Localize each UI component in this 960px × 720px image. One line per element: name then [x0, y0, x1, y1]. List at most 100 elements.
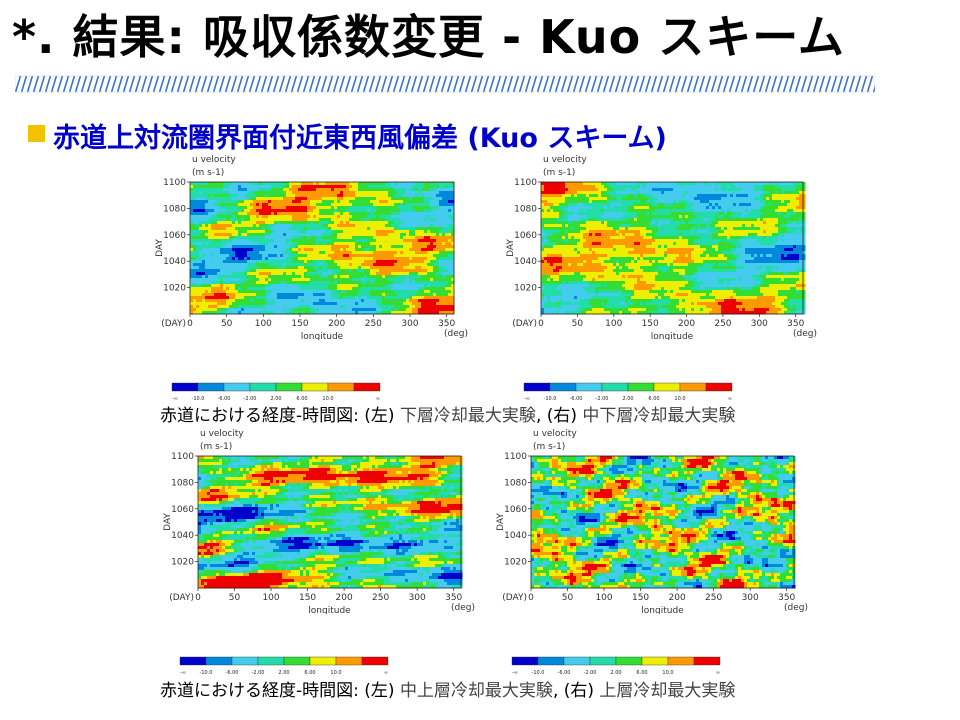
y-tick-label: 1100	[171, 452, 194, 462]
y-axis-label: DAY	[496, 513, 506, 531]
y-tick-label: 1040	[514, 257, 537, 267]
colorbar-label: 10.0	[674, 396, 685, 402]
colorbar-swatch	[223, 382, 251, 392]
colorbar-swatch	[283, 656, 311, 666]
x-tick-label: 50	[562, 593, 574, 603]
colorbar-label: -2.00	[584, 670, 597, 676]
colorbar-label: -6.00	[226, 670, 239, 676]
colorbar-label: 6.00	[304, 670, 315, 676]
x-unit-label: (deg)	[784, 603, 808, 613]
colorbar-swatch	[361, 656, 389, 666]
x-unit-label: (deg)	[451, 603, 475, 613]
y-tick-label: 1080	[171, 478, 194, 488]
x-tick-label: 350	[438, 319, 455, 329]
colorbar-swatch	[523, 382, 551, 392]
x-tick-label: 100	[595, 593, 612, 603]
y-tick-label: 1100	[514, 178, 537, 188]
caption-left-name: 下層冷却最大実験	[399, 406, 536, 426]
x-tick-label: 50	[221, 319, 233, 329]
colorbar-label: ∞	[716, 670, 720, 676]
heatmap-plot: u velocity (m s-1) 1100 1080 1060 1040 1020 DAY…	[496, 429, 808, 614]
y-axis-label: DAY	[155, 239, 165, 257]
colorbar-label: -∞	[512, 670, 518, 676]
x-tick-label: 150	[642, 319, 659, 329]
plot-panel-top-left: u velocity (m s-1) 1100 1080 1060 1040 1020 DAY…	[152, 150, 492, 340]
y-tick-label: 1060	[171, 505, 194, 515]
x-tick-label: 0	[187, 319, 193, 329]
caption-bottom: 赤道における経度-時間図: (左) 中上層冷却最大実験, (右) 上層冷却最大実…	[160, 676, 735, 701]
plot-title: u velocity	[200, 429, 244, 439]
caption-right-name: 上層冷却最大実験	[599, 681, 736, 701]
colorbar-scale: -∞ -10.0 -6.00 -2.00 2.00 6.00 10.0 ∞	[171, 382, 381, 402]
y-tick-label: 1020	[171, 558, 194, 568]
caption-left-name: 中上層冷却最大実験	[399, 681, 553, 701]
colorbar-label: 10.0	[662, 670, 673, 676]
colorbar-label: 10.0	[330, 670, 341, 676]
plot-title: u velocity	[533, 429, 577, 439]
x-tick-label: 0	[528, 593, 534, 603]
colorbar-swatch	[627, 382, 655, 392]
y-unit-label: (DAY)	[161, 319, 186, 329]
x-tick-label: 350	[778, 593, 795, 603]
x-tick-label: 250	[365, 319, 382, 329]
plot-units: (m s-1)	[533, 442, 565, 452]
colorbar-label: -10.0	[544, 396, 557, 402]
colorbar-swatch	[549, 382, 577, 392]
plot-panel-bottom-left: u velocity (m s-1) 1100 1080 1060 1040 1020 DAY…	[160, 424, 500, 614]
colorbar-label: ∞	[376, 396, 380, 402]
y-tick-label: 1060	[163, 231, 186, 241]
x-tick-label: 200	[678, 319, 695, 329]
colorbar-swatch	[615, 656, 643, 666]
x-axis-label: longitude	[308, 606, 351, 614]
plot-units: (m s-1)	[200, 442, 232, 452]
colorbar-swatch	[653, 382, 681, 392]
colorbar-scale: -∞ -10.0 -6.00 -2.00 2.00 6.00 10.0 ∞	[511, 656, 721, 676]
colorbar-swatch	[537, 656, 565, 666]
plot-units: (m s-1)	[543, 168, 575, 178]
x-tick-label: 250	[705, 593, 722, 603]
plot-title: u velocity	[543, 155, 587, 165]
colorbar-label: ∞	[728, 396, 732, 402]
colorbar-label: -10.0	[200, 670, 213, 676]
bullet-square-icon	[28, 125, 45, 142]
colorbar-swatch	[257, 656, 285, 666]
colorbar-scale: -∞ -10.0 -6.00 -2.00 2.00 6.00 10.0 ∞	[523, 382, 733, 402]
y-tick-label: 1040	[171, 531, 194, 541]
colorbar-swatch	[511, 656, 539, 666]
colorbar-swatch	[353, 382, 381, 392]
y-unit-label: (DAY)	[512, 319, 537, 329]
colorbar-label: -6.00	[218, 396, 231, 402]
colorbar-swatch	[231, 656, 259, 666]
x-tick-label: 150	[299, 593, 316, 603]
colorbar-label: -∞	[180, 670, 186, 676]
colorbar-label: 6.00	[296, 396, 307, 402]
caption-mid: , (右)	[535, 406, 583, 426]
x-tick-label: 350	[787, 319, 804, 329]
colorbar-label: -2.00	[252, 670, 265, 676]
y-tick-label: 1060	[514, 231, 537, 241]
x-tick-label: 250	[372, 593, 389, 603]
colorbar-swatch	[309, 656, 337, 666]
colorbar-bottom-right: -∞ -10.0 -6.00 -2.00 2.00 6.00 10.0 ∞	[510, 656, 722, 682]
x-tick-label: 250	[714, 319, 731, 329]
x-tick-label: 300	[742, 593, 759, 603]
x-tick-label: 50	[229, 593, 241, 603]
x-tick-label: 0	[538, 319, 544, 329]
y-unit-label: (DAY)	[169, 593, 194, 603]
x-tick-label: 100	[605, 319, 622, 329]
x-tick-label: 150	[632, 593, 649, 603]
colorbar-swatch	[705, 382, 733, 392]
colorbar-swatch	[249, 382, 277, 392]
colorbar-label: 6.00	[648, 396, 659, 402]
colorbar-label: -2.00	[244, 396, 257, 402]
colorbar-label: 2.00	[610, 670, 621, 676]
colorbar-swatch	[693, 656, 721, 666]
y-tick-label: 1100	[504, 452, 527, 462]
colorbar-swatch	[197, 382, 225, 392]
heatmap-plot: u velocity (m s-1) 1100 1080 1060 1040 1020 DAY…	[163, 429, 475, 614]
colorbar-swatch	[171, 382, 199, 392]
caption-mid: , (右)	[552, 681, 600, 701]
colorbar-label: 2.00	[278, 670, 289, 676]
colorbar-swatch	[589, 656, 617, 666]
x-axis-label: longitude	[641, 606, 684, 614]
